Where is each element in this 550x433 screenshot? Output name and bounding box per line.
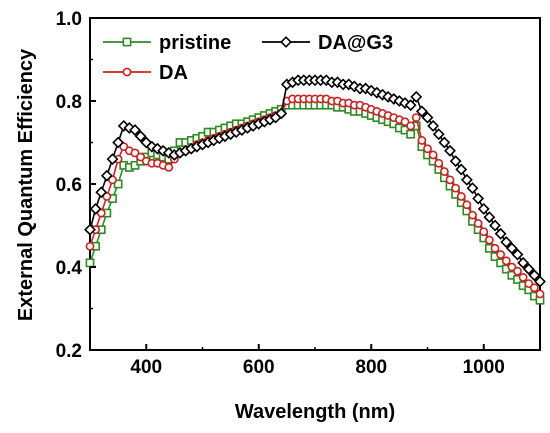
series-da-g3 (84, 74, 546, 288)
x-axis-title: Wavelength (nm) (235, 401, 395, 423)
data-point (490, 243, 500, 253)
data-point (164, 162, 174, 172)
data-point (410, 90, 423, 103)
data-point (445, 175, 455, 185)
data-point (494, 227, 507, 240)
data-point (113, 179, 123, 189)
legend-entry: pristine (103, 32, 231, 54)
data-point (136, 152, 146, 162)
data-point (102, 192, 112, 201)
data-point (529, 283, 539, 293)
data-point (507, 262, 517, 272)
legend-marker (122, 37, 132, 47)
data-point (421, 111, 434, 124)
data-point (275, 107, 288, 120)
data-point (134, 130, 147, 143)
data-point (411, 113, 421, 122)
data-point (484, 235, 494, 245)
data-point (129, 124, 141, 136)
data-point (483, 211, 496, 224)
data-point (434, 158, 444, 168)
data-point (455, 163, 468, 176)
legend-label: pristine (159, 32, 231, 54)
data-point (415, 105, 428, 118)
data-point (117, 119, 130, 132)
data-point (505, 242, 518, 255)
data-point (119, 142, 129, 152)
data-point (112, 136, 125, 149)
data-point (460, 173, 473, 186)
legend-entry: DA (103, 62, 188, 84)
y-axis-title: External Quantum Efficiency (15, 48, 37, 321)
data-point (473, 219, 483, 228)
data-point (130, 148, 140, 158)
legend-marker (122, 67, 132, 77)
data-point (439, 167, 449, 176)
data-point (528, 269, 541, 282)
data-point (417, 136, 427, 145)
data-point (456, 192, 466, 201)
data-point (524, 279, 534, 288)
series-line (89, 79, 541, 283)
data-point (479, 227, 489, 237)
data-point (518, 272, 528, 282)
y-tick-label: 1.0 (56, 9, 82, 30)
data-point (95, 186, 108, 199)
data-point (427, 119, 440, 132)
data-point (511, 248, 524, 261)
data-point (400, 117, 410, 127)
data-point (477, 202, 490, 215)
legend-marker (280, 36, 292, 48)
data-point (451, 183, 461, 193)
data-point (432, 128, 445, 141)
data-point (106, 153, 119, 166)
data-point (84, 223, 96, 236)
data-point (428, 150, 438, 160)
data-point (406, 121, 416, 131)
x-tick-label: 600 (243, 357, 275, 378)
data-point (423, 144, 432, 154)
x-tick-label: 400 (130, 357, 162, 378)
y-tick-label: 0.2 (56, 341, 82, 362)
data-point (489, 219, 501, 232)
legend-entry: DA@G3 (262, 32, 393, 54)
data-point (534, 275, 546, 288)
data-point (96, 208, 106, 218)
data-point (444, 144, 456, 157)
data-point (404, 99, 417, 112)
data-point (517, 256, 530, 269)
y-tick-label: 0.8 (56, 92, 82, 113)
data-point (500, 236, 513, 249)
data-point (466, 182, 479, 195)
data-point (85, 241, 95, 251)
x-tick-label: 800 (355, 357, 387, 378)
data-point (89, 202, 102, 215)
data-point (468, 210, 477, 220)
y-tick-label: 0.4 (56, 258, 83, 279)
data-point (108, 175, 117, 185)
data-point (501, 256, 511, 266)
data-point (535, 289, 545, 299)
y-tick-label: 0.6 (56, 175, 82, 196)
data-point (449, 155, 462, 168)
data-point (522, 263, 535, 276)
legend-label: DA (159, 62, 188, 84)
data-point (406, 129, 416, 139)
data-point (438, 136, 451, 149)
data-point (85, 258, 95, 268)
data-point (100, 169, 113, 182)
series-line (89, 98, 541, 295)
series-pristine (85, 100, 545, 305)
data-point (513, 266, 522, 276)
x-tick-label: 1000 (463, 357, 505, 378)
series-line (89, 104, 541, 301)
data-point (496, 250, 506, 259)
legend: pristine DA@G3 DA (103, 32, 393, 84)
legend-label: DA@G3 (318, 32, 393, 54)
data-point (462, 200, 472, 210)
data-point (472, 192, 485, 205)
